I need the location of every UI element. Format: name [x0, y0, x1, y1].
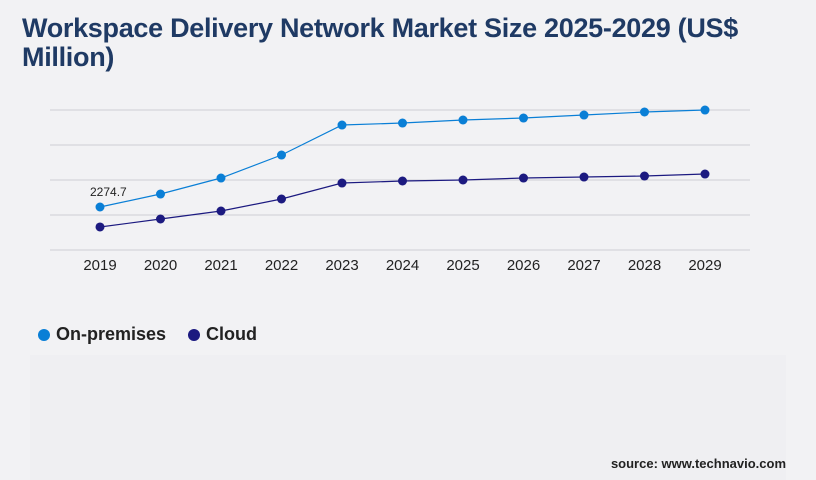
data-point — [95, 202, 105, 212]
chart-title: Workspace Delivery Network Market Size 2… — [22, 13, 738, 72]
x-tick-label: 2027 — [567, 257, 600, 274]
legend-item-on-premises[interactable]: On-premises — [38, 324, 166, 345]
legend: On-premises Cloud — [38, 324, 257, 345]
data-point — [579, 110, 589, 120]
data-point — [398, 176, 407, 186]
data-point — [277, 150, 286, 160]
data-point — [216, 206, 226, 216]
data-point — [156, 214, 165, 224]
legend-marker-icon — [188, 328, 201, 341]
legend-item-cloud[interactable]: Cloud — [188, 324, 257, 345]
data-point — [519, 113, 528, 123]
data-point — [277, 194, 286, 204]
data-point — [398, 118, 407, 128]
data-point — [216, 173, 226, 183]
data-point — [640, 171, 649, 181]
x-tick-label: 2022 — [265, 257, 298, 274]
x-tick-label: 2019 — [83, 257, 116, 274]
data-point — [458, 115, 468, 125]
data-point — [700, 169, 710, 179]
data-point — [458, 175, 468, 185]
source-note: source: www.technavio.com — [610, 456, 786, 471]
legend-marker-icon — [38, 328, 50, 341]
data-point — [337, 178, 347, 188]
data-point — [156, 189, 165, 199]
x-tick-label: 2025 — [446, 257, 479, 274]
legend-label: On-premises — [56, 324, 167, 344]
x-tick-label: 2023 — [325, 257, 358, 274]
data-label: 2274.7 — [90, 185, 127, 199]
x-tick-label: 2029 — [688, 257, 721, 274]
legend-label: Cloud — [206, 324, 258, 344]
x-tick-label: 2021 — [204, 257, 237, 274]
data-point — [640, 107, 649, 117]
data-point — [579, 172, 589, 182]
data-point — [337, 120, 347, 130]
data-point — [700, 105, 710, 115]
background-panel — [30, 355, 786, 480]
x-tick-label: 2024 — [386, 257, 419, 274]
data-point — [95, 222, 105, 232]
x-tick-label: 2028 — [628, 257, 661, 274]
x-tick-label: 2020 — [144, 257, 177, 274]
x-tick-label: 2026 — [507, 257, 540, 274]
data-point — [519, 173, 528, 183]
